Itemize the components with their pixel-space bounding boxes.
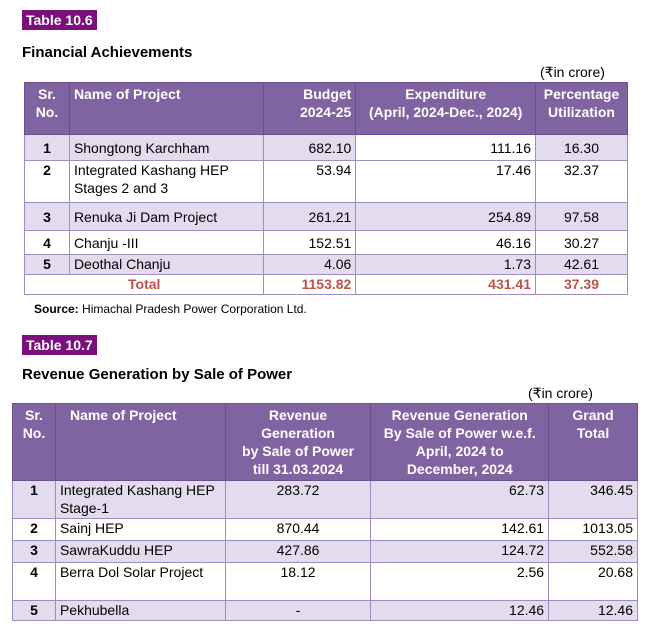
cell-sr: 2	[12, 518, 56, 541]
cell-budget: 261.21	[263, 202, 357, 231]
cell-budget: 53.94	[263, 160, 357, 203]
cell-sr: 4	[24, 230, 70, 255]
cell-expenditure: 111.16	[355, 134, 536, 161]
cell-grand-total: 346.45	[548, 480, 638, 519]
header-name: Name of Project	[68, 82, 265, 135]
table-row: 2 Sainj HEP 870.44 142.61 1013.05	[12, 518, 638, 541]
table-row: 4 Chanju -III 152.51 46.16 30.27	[24, 230, 628, 255]
cell-revenue-wef: 2.56	[370, 562, 550, 601]
cell-percentage: 42.61	[535, 254, 628, 275]
cell-grand-total: 552.58	[548, 540, 638, 563]
cell-name: Deothal Chanju	[68, 254, 265, 275]
cell-name: Berra Dol Solar Project	[54, 562, 226, 601]
cell-percentage: 97.58	[535, 202, 628, 231]
table-row: 1 Integrated Kashang HEP Stage-1 283.72 …	[12, 480, 638, 519]
cell-budget: 4.06	[263, 254, 357, 275]
table-tag-10-7: Table 10.7	[22, 335, 97, 355]
cell-sr: 4	[12, 562, 56, 601]
table1-unit: (₹in crore)	[540, 64, 605, 80]
table-row: 5 Deothal Chanju 4.06 1.73 42.61	[24, 254, 628, 275]
cell-name: Renuka Ji Dam Project	[68, 202, 265, 231]
total-expenditure: 431.41	[355, 274, 536, 295]
header-expenditure: Expenditure (April, 2024-Dec., 2024)	[355, 82, 536, 135]
header-sr: Sr. No.	[12, 403, 56, 481]
cell-name: Sainj HEP	[54, 518, 226, 541]
cell-sr: 2	[24, 160, 70, 203]
table-row: 3 Renuka Ji Dam Project 261.21 254.89 97…	[24, 202, 628, 231]
cell-budget: 682.10	[263, 134, 357, 161]
table-row: 2 Integrated Kashang HEP Stages 2 and 3 …	[24, 160, 628, 203]
header-name: Name of Project	[54, 403, 226, 481]
financial-achievements-table: Sr. No. Name of Project Budget 2024-25 Exp…	[23, 82, 628, 295]
header-revenue-wef: Revenue Generation By Sale of Power w.e.f…	[370, 403, 550, 481]
table2-title: Revenue Generation by Sale of Power	[22, 366, 293, 383]
revenue-generation-table: Sr. No. Name of Project Revenue Generation…	[12, 403, 638, 621]
header-percentage: Percentage Utilization	[535, 82, 628, 135]
cell-grand-total: 12.46	[548, 600, 638, 621]
cell-name: Integrated Kashang HEP Stages 2 and 3	[68, 160, 265, 203]
cell-percentage: 32.37	[535, 160, 628, 203]
cell-revenue-till: 283.72	[224, 480, 372, 519]
cell-percentage: 30.27	[535, 230, 628, 255]
cell-name: SawraKuddu HEP	[54, 540, 226, 563]
table2-unit: (₹in crore)	[528, 385, 593, 401]
cell-grand-total: 1013.05	[548, 518, 638, 541]
header-budget: Budget 2024-25	[263, 82, 357, 135]
cell-revenue-wef: 124.72	[370, 540, 550, 563]
cell-sr: 5	[24, 254, 70, 275]
cell-name: Chanju -III	[68, 230, 265, 255]
header-sr: Sr. No.	[24, 82, 70, 135]
header-revenue-till: Revenue Generation by Sale of Power till 31…	[224, 403, 372, 481]
cell-percentage: 16.30	[535, 134, 628, 161]
cell-revenue-till: 18.12	[224, 562, 372, 601]
cell-revenue-till: 427.86	[224, 540, 372, 563]
table-header-row: Sr. No. Name of Project Revenue Generation…	[12, 403, 638, 481]
cell-sr: 5	[12, 600, 56, 621]
cell-revenue-wef: 142.61	[370, 518, 550, 541]
table1-title: Financial Achievements	[22, 44, 193, 61]
cell-name: Pekhubella	[54, 600, 226, 621]
table-row: 1 Shongtong Karchham 682.10 111.16 16.30	[24, 134, 628, 161]
cell-sr: 1	[12, 480, 56, 519]
cell-sr: 3	[24, 202, 70, 231]
cell-name: Integrated Kashang HEP Stage-1	[54, 480, 226, 519]
cell-expenditure: 46.16	[355, 230, 536, 255]
table-tag-10-6: Table 10.6	[22, 10, 97, 30]
cell-sr: 3	[12, 540, 56, 563]
cell-sr: 1	[24, 134, 70, 161]
cell-expenditure: 17.46	[355, 160, 536, 203]
cell-grand-total: 20.68	[548, 562, 638, 601]
table-header-row: Sr. No. Name of Project Budget 2024-25 Exp…	[24, 82, 628, 135]
total-label: Total	[23, 274, 265, 295]
cell-revenue-till: 870.44	[224, 518, 372, 541]
total-row: Total 1153.82 431.41 37.39	[23, 274, 628, 295]
header-grand-total: Grand Total	[548, 403, 638, 481]
cell-revenue-wef: 62.73	[370, 480, 550, 519]
cell-revenue-wef: 12.46	[370, 600, 550, 621]
total-budget: 1153.82	[263, 274, 357, 295]
table1-source: Source: Himachal Pradesh Power Corporati…	[34, 302, 307, 316]
total-percentage: 37.39	[535, 274, 628, 295]
cell-revenue-till: -	[224, 600, 372, 621]
cell-name: Shongtong Karchham	[68, 134, 265, 161]
table-row: 3 SawraKuddu HEP 427.86 124.72 552.58	[12, 540, 638, 563]
cell-expenditure: 254.89	[355, 202, 536, 231]
cell-expenditure: 1.73	[355, 254, 536, 275]
cell-budget: 152.51	[263, 230, 357, 255]
table-row: 5 Pekhubella - 12.46 12.46	[12, 600, 638, 621]
table-row: 4 Berra Dol Solar Project 18.12 2.56 20.…	[12, 562, 638, 601]
